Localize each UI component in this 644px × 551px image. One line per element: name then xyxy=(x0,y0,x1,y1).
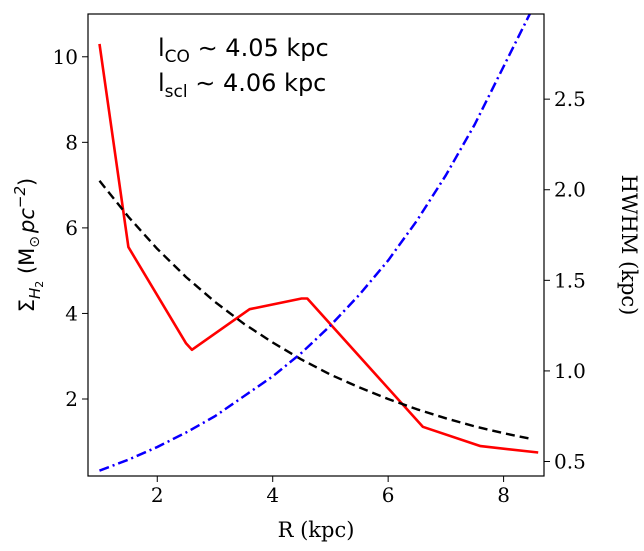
y-right-tick-label-1.5: 1.5 xyxy=(554,268,586,292)
y-left-label-unit-mid: pc xyxy=(15,208,39,234)
y-left-label-sub: H xyxy=(26,288,44,299)
ticks-layer: 2 4 6 8 2 4 6 8 10 0.5 1.0 1.5 2.0 2.5 xyxy=(53,45,586,507)
series-layer xyxy=(98,14,539,472)
annotation-lscl-post: ∼ 4.06 kpc xyxy=(188,69,327,97)
x-axis-label: R (kpc) xyxy=(278,518,355,542)
annotation-lscl-sub: scl xyxy=(165,82,188,102)
y-left-label-unit-sub: ⊙ xyxy=(27,236,43,248)
series-surface-density-fit xyxy=(98,180,533,441)
annotation-lscl: lscl ∼ 4.06 kpc xyxy=(158,69,326,102)
y-left-tick-label-4: 4 xyxy=(65,301,78,325)
y-left-tick-label-10: 10 xyxy=(53,45,78,69)
y-left-tick-label-8: 8 xyxy=(65,130,78,154)
y-left-label-unit-open: (M xyxy=(15,248,39,281)
y-left-label-unit-close: ) xyxy=(15,178,39,186)
plot-area xyxy=(88,14,544,476)
y-right-tick-label-0.5: 0.5 xyxy=(554,450,586,474)
y-right-axis-label: HWHM (kpc) xyxy=(617,175,641,316)
x-tick-label-6: 6 xyxy=(382,483,395,507)
plot-frame xyxy=(87,13,545,477)
annotation-lco-sub: CO xyxy=(165,47,190,67)
y-left-tick-label-6: 6 xyxy=(65,216,78,240)
y-left-tick-label-2: 2 xyxy=(65,387,78,411)
series-surface-density xyxy=(98,43,539,454)
annotation-lscl-pre: l xyxy=(158,69,165,97)
y-left-label-unit-sup: −2 xyxy=(11,186,29,208)
y-left-label-subsub: 2 xyxy=(33,281,46,288)
y-left-label-base: Σ xyxy=(15,299,39,312)
series-hwhm-fit xyxy=(99,14,532,472)
x-tick-label-8: 8 xyxy=(497,483,510,507)
annotation-lco-pre: l xyxy=(158,34,165,62)
y-right-tick-label-2.0: 2.0 xyxy=(554,178,586,202)
x-tick-label-2: 2 xyxy=(151,483,164,507)
x-tick-label-4: 4 xyxy=(266,483,279,507)
annotation-lco: lCO ∼ 4.05 kpc xyxy=(158,34,329,67)
y-right-tick-label-2.5: 2.5 xyxy=(554,87,586,111)
y-left-axis-label: ΣH2 (M⊙ pc−2) xyxy=(11,178,46,313)
y-right-tick-label-1.0: 1.0 xyxy=(554,359,586,383)
annotation-lco-post: ∼ 4.05 kpc xyxy=(190,34,329,62)
